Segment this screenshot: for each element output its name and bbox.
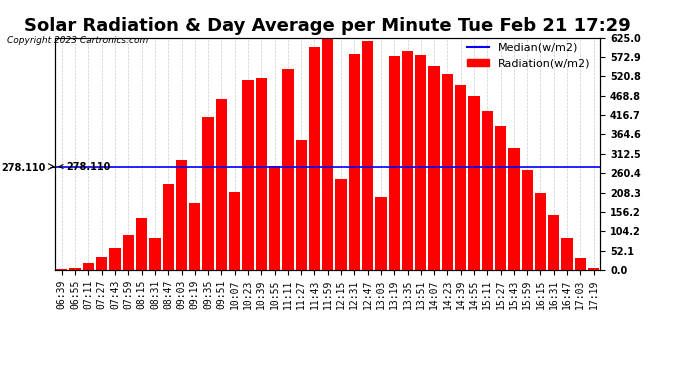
Bar xyxy=(242,80,254,270)
Bar xyxy=(282,69,293,270)
Bar xyxy=(83,263,94,270)
Bar xyxy=(176,160,187,270)
Bar xyxy=(70,268,81,270)
Bar xyxy=(149,238,161,270)
Legend: Median(w/m2), Radiation(w/m2): Median(w/m2), Radiation(w/m2) xyxy=(462,38,595,73)
Bar xyxy=(375,198,386,270)
Bar xyxy=(229,192,240,270)
Bar xyxy=(295,140,307,270)
Bar xyxy=(96,257,108,270)
Bar xyxy=(362,41,373,270)
Text: 278.110: 278.110 xyxy=(59,162,110,171)
Bar xyxy=(588,268,600,270)
Bar xyxy=(269,166,280,270)
Bar xyxy=(56,269,68,270)
Bar xyxy=(495,126,506,270)
Bar xyxy=(469,96,480,270)
Bar xyxy=(123,235,134,270)
Bar xyxy=(509,148,520,270)
Bar xyxy=(442,74,453,270)
Bar xyxy=(562,238,573,270)
Bar xyxy=(216,99,227,270)
Bar xyxy=(335,179,346,270)
Title: Solar Radiation & Day Average per Minute Tue Feb 21 17:29: Solar Radiation & Day Average per Minute… xyxy=(24,16,631,34)
Bar xyxy=(482,111,493,270)
Bar xyxy=(322,39,333,270)
Bar xyxy=(575,258,586,270)
Bar xyxy=(348,54,360,270)
Bar xyxy=(455,85,466,270)
Bar xyxy=(110,248,121,270)
Bar xyxy=(136,218,147,270)
Bar xyxy=(163,184,174,270)
Bar xyxy=(255,78,267,270)
Bar xyxy=(189,203,201,270)
Bar xyxy=(548,215,560,270)
Text: Copyright 2023 Cartronics.com: Copyright 2023 Cartronics.com xyxy=(7,36,148,45)
Bar xyxy=(388,56,400,270)
Bar xyxy=(415,55,426,270)
Bar xyxy=(402,51,413,270)
Bar xyxy=(535,193,546,270)
Bar xyxy=(202,117,214,270)
Bar xyxy=(428,66,440,270)
Bar xyxy=(309,47,320,270)
Bar xyxy=(522,170,533,270)
